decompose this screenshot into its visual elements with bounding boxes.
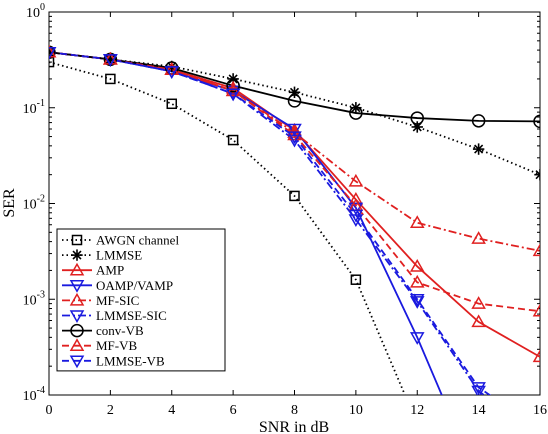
data-point: [49, 45, 56, 59]
legend-label: AWGN channel: [96, 233, 179, 248]
y-tick-base: 10: [23, 102, 37, 117]
legend-marker: [70, 323, 84, 338]
data-point: [225, 88, 241, 102]
data-point: [348, 214, 364, 228]
data-point: [471, 114, 486, 128]
y-axis-label: SER: [1, 188, 18, 218]
data-point: [287, 134, 302, 148]
x-tick-label: 14: [472, 403, 486, 418]
legend-label: MF-VB: [96, 338, 138, 353]
x-tick-label: 4: [168, 403, 175, 418]
legend-label: LMMSE: [96, 248, 142, 263]
legend-marker: [69, 310, 85, 324]
legend-marker: [71, 249, 83, 261]
x-axis-label: SNR in dB: [259, 419, 329, 434]
data-point: [49, 46, 57, 60]
data-point: [411, 121, 423, 133]
legend-marker: [69, 338, 85, 351]
legend: AWGN channelLMMSEAMPOAMP/VAMPMF-SICLMMSE…: [56, 228, 226, 372]
data-point: [349, 106, 363, 120]
legend-label: LMMSE-VB: [96, 353, 165, 368]
data-point: [164, 66, 180, 79]
data-point: [348, 202, 364, 216]
data-point: [348, 173, 364, 187]
data-point: [472, 143, 485, 155]
data-point: [287, 123, 302, 137]
data-point: [105, 73, 116, 85]
data-point: [409, 258, 425, 272]
x-tick-label: 0: [46, 403, 53, 418]
y-tick-label: 10-2: [23, 194, 45, 213]
data-point: [409, 274, 425, 288]
data-point: [287, 131, 302, 145]
data-point: [49, 56, 55, 68]
data-point: [289, 190, 300, 202]
marker-layer: [49, 44, 540, 395]
data-point: [409, 215, 425, 228]
y-tick-exponent: -4: [37, 385, 45, 396]
data-point: [471, 314, 486, 328]
x-tick-label: 8: [291, 403, 298, 418]
legend-marker: [69, 280, 85, 293]
data-point: [226, 78, 240, 93]
y-tick-label: 10-3: [23, 289, 45, 308]
legend-label: OAMP/VAMP: [96, 278, 173, 293]
y-tick-label: 10-4: [23, 385, 45, 404]
legend-label: MF-SIC: [96, 293, 139, 308]
data-point: [532, 349, 540, 363]
x-tick-label: 2: [107, 403, 114, 418]
series-line: [49, 51, 540, 252]
data-point: [287, 127, 302, 141]
series-line: [49, 61, 406, 395]
data-point: [227, 134, 239, 146]
y-tick-base: 10: [23, 198, 37, 213]
data-point: [471, 296, 486, 309]
y-tick-label: 10-1: [23, 98, 45, 117]
legend-marker: [69, 292, 85, 306]
data-point: [409, 296, 425, 309]
x-tick-label: 10: [349, 403, 363, 418]
data-point: [225, 83, 241, 97]
data-point: [534, 168, 540, 181]
y-tick-exponent: -1: [37, 98, 45, 109]
x-tick-label: 12: [410, 403, 424, 418]
x-tick-label: 16: [533, 403, 547, 418]
y-tick-exponent: 0: [40, 2, 45, 13]
data-point: [533, 114, 540, 129]
legend-label: conv-VB: [96, 323, 144, 338]
series-line: [49, 51, 540, 176]
data-point: [350, 274, 362, 285]
data-point: [471, 382, 486, 395]
data-point: [471, 231, 486, 244]
data-point: [166, 98, 177, 110]
x-tick-label: 6: [230, 403, 237, 418]
y-tick-label: 100: [26, 2, 45, 21]
legend-label: LMMSE-SIC: [96, 308, 167, 323]
legend-marker: [69, 355, 85, 369]
data-point: [409, 294, 425, 307]
data-point: [409, 332, 425, 345]
legend-label: AMP: [96, 263, 124, 278]
data-point: [532, 303, 540, 317]
data-point: [471, 385, 486, 395]
axes-layer: [48, 11, 541, 396]
data-point: [287, 94, 302, 108]
y-tick-base: 10: [23, 293, 37, 308]
data-point: [225, 80, 241, 94]
y-tick-base: 10: [26, 6, 40, 21]
data-point: [410, 111, 424, 125]
y-tick-base: 10: [23, 389, 37, 404]
data-point: [532, 243, 540, 257]
legend-marker: [71, 234, 83, 246]
legend-marker: [69, 262, 85, 276]
data-point: [348, 209, 364, 223]
data-point: [103, 54, 118, 67]
y-tick-exponent: -2: [37, 194, 45, 205]
y-tick-exponent: -3: [37, 289, 45, 300]
data-point: [164, 62, 180, 75]
